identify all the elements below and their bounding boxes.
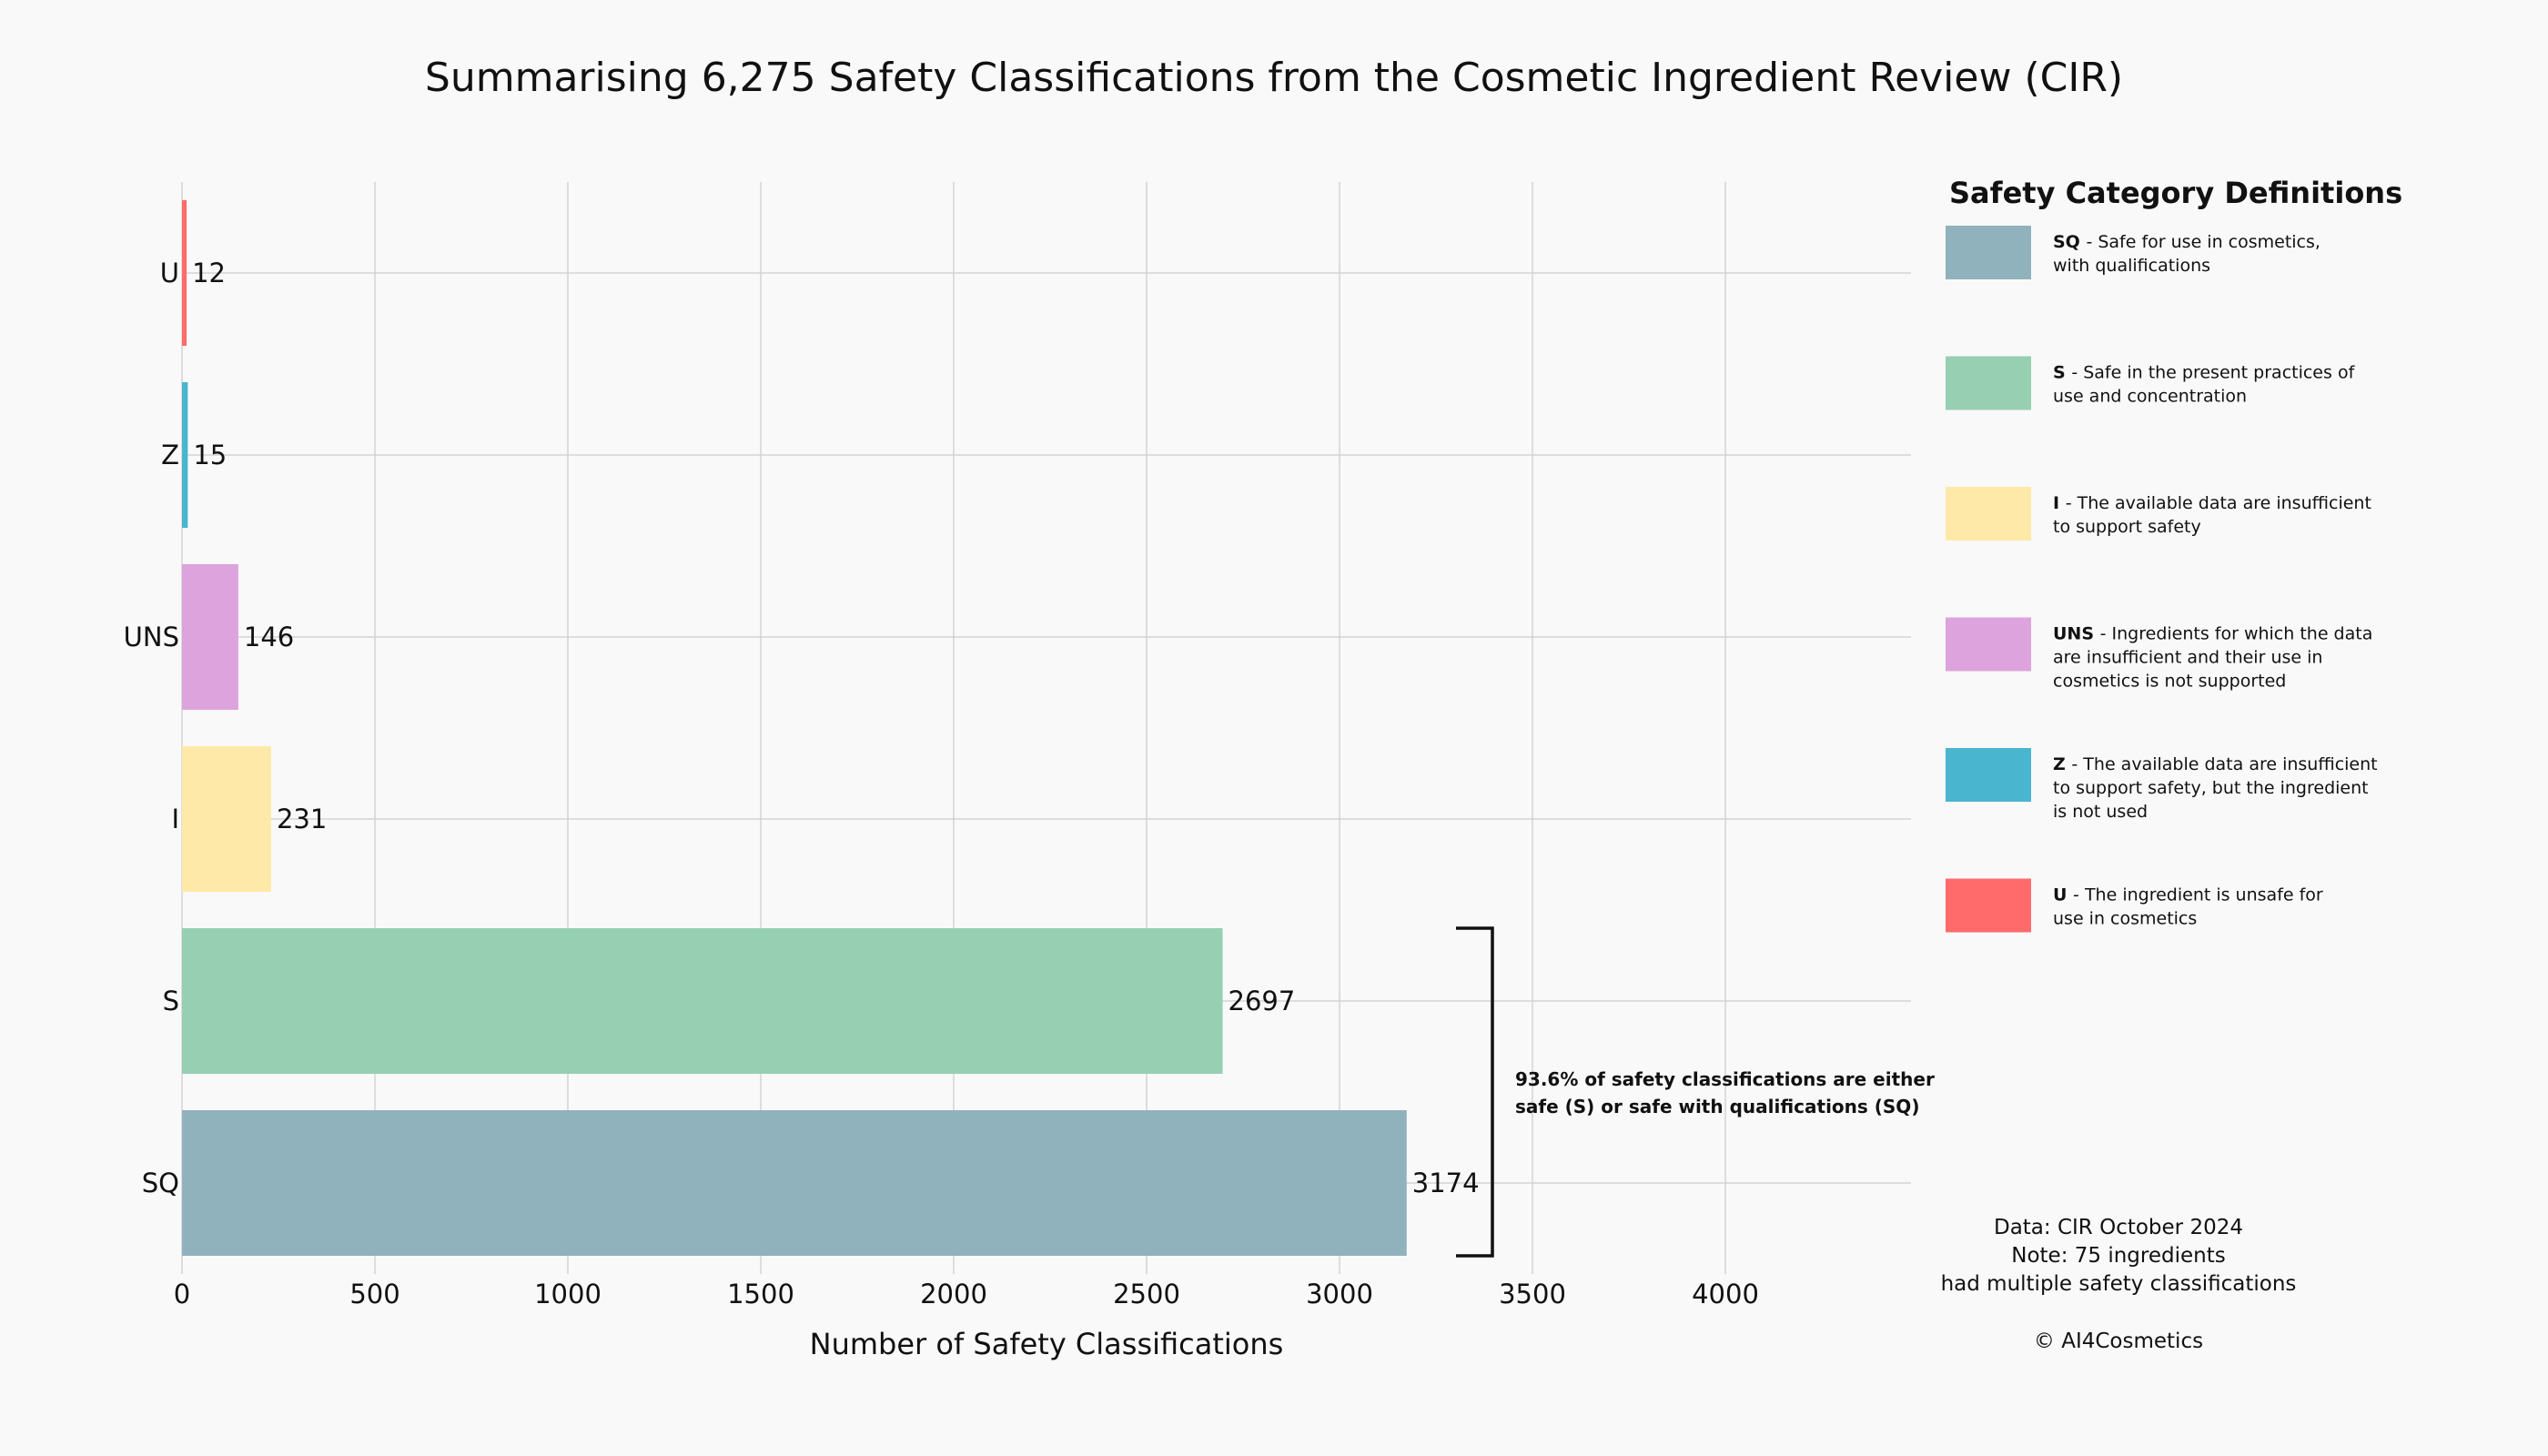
legend-text-uns: cosmetics is not supported bbox=[2053, 672, 2286, 692]
legend-description: - Ingredients for which the data bbox=[2100, 624, 2373, 644]
bar-s bbox=[182, 928, 1223, 1074]
legend-title: Safety Category Definitions bbox=[1949, 176, 2402, 210]
labels: 0 500 1000 1500 2000 2500 3000 3500 4000 SQ 3174 S 2… bbox=[124, 258, 1759, 1309]
legend-code: UNS bbox=[2053, 624, 2100, 644]
legend-text-u: use in cosmetics bbox=[2053, 909, 2197, 929]
y-tick-label-z: Z bbox=[161, 440, 179, 470]
copyright-text: © AI4Cosmetics bbox=[2034, 1330, 2203, 1353]
legend-text-z: is not used bbox=[2053, 802, 2148, 822]
legend-text-sq: with qualifications bbox=[2053, 256, 2210, 276]
legend: Safety Category Definitions SQ - Safe for… bbox=[1946, 176, 2402, 933]
value-label-z: 15 bbox=[193, 440, 227, 470]
legend-text-uns: UNS - Ingredients for which the data bbox=[2053, 624, 2372, 644]
legend-text-s: use and concentration bbox=[2053, 387, 2247, 407]
legend-description: - The available data are insufficient bbox=[2066, 493, 2371, 513]
footer-note: Note: 75 ingredients bbox=[2011, 1244, 2225, 1268]
legend-description: - The available data are insufficient bbox=[2071, 754, 2377, 774]
annotation-bracket bbox=[1456, 926, 1494, 1258]
y-tick-label-u: U bbox=[160, 258, 179, 288]
y-tick-label-s: S bbox=[163, 986, 179, 1016]
footer-note: Data: CIR October 2024 bbox=[1994, 1216, 2243, 1239]
footer-note: had multiple safety classifications bbox=[1941, 1272, 2297, 1296]
x-tick-label: 0 bbox=[174, 1279, 190, 1309]
value-label-i: 231 bbox=[277, 804, 327, 834]
legend-description: - Safe in the present practices of bbox=[2071, 363, 2355, 383]
legend-swatch-sq bbox=[1946, 226, 2031, 279]
x-tick-label: 1000 bbox=[534, 1279, 602, 1309]
x-tick-label: 3000 bbox=[1306, 1279, 1373, 1309]
bar-sq bbox=[182, 1110, 1407, 1256]
x-tick-label: 2500 bbox=[1113, 1279, 1180, 1309]
y-tick-label-i: I bbox=[171, 804, 179, 834]
x-tick-label: 500 bbox=[349, 1279, 399, 1309]
legend-text-s: S - Safe in the present practices of bbox=[2053, 363, 2356, 383]
legend-swatch-z bbox=[1946, 748, 2031, 802]
bars bbox=[182, 200, 1407, 1256]
bar-u bbox=[182, 200, 187, 346]
annotation-text: safe (S) or safe with qualifications (SQ… bbox=[1515, 1096, 1919, 1117]
x-tick-label: 3500 bbox=[1499, 1279, 1566, 1309]
legend-description: - Safe for use in cosmetics, bbox=[2086, 232, 2320, 252]
legend-swatch-s bbox=[1946, 356, 2031, 410]
legend-code: Z bbox=[2053, 754, 2071, 774]
legend-text-i: to support safety bbox=[2053, 517, 2201, 537]
legend-code: S bbox=[2053, 363, 2071, 383]
x-tick-label: 4000 bbox=[1692, 1279, 1759, 1309]
legend-swatch-i bbox=[1946, 487, 2031, 541]
y-tick-label-sq: SQ bbox=[142, 1168, 179, 1198]
value-label-s: 2697 bbox=[1228, 986, 1296, 1016]
legend-text-z: to support safety, but the ingredient bbox=[2053, 778, 2369, 798]
bar-z bbox=[182, 382, 188, 528]
legend-code: SQ bbox=[2053, 232, 2086, 252]
chart-title: Summarising 6,275 Safety Classifications… bbox=[425, 55, 2123, 101]
bar-i bbox=[182, 746, 271, 892]
legend-swatch-uns bbox=[1946, 617, 2031, 672]
bar-uns bbox=[182, 564, 238, 710]
x-axis-title: Number of Safety Classifications bbox=[810, 1327, 1284, 1361]
legend-text-i: I - The available data are insufficient bbox=[2053, 493, 2371, 513]
legend-code: U bbox=[2053, 885, 2073, 905]
value-label-uns: 146 bbox=[244, 622, 294, 652]
legend-text-z: Z - The available data are insufficient bbox=[2053, 754, 2378, 774]
annotation-text: 93.6% of safety classifications are eith… bbox=[1515, 1068, 1935, 1090]
annotation: 93.6% of safety classifications are eith… bbox=[1456, 926, 1935, 1258]
value-label-u: 12 bbox=[192, 258, 226, 288]
legend-text-sq: SQ - Safe for use in cosmetics, bbox=[2053, 232, 2320, 252]
legend-text-uns: are insufficient and their use in bbox=[2053, 648, 2322, 668]
legend-description: - The ingredient is unsafe for bbox=[2073, 885, 2323, 905]
x-tick-label: 1500 bbox=[727, 1279, 794, 1309]
legend-code: I bbox=[2053, 493, 2066, 513]
legend-text-u: U - The ingredient is unsafe for bbox=[2053, 885, 2323, 905]
x-tick-label: 2000 bbox=[920, 1279, 987, 1309]
legend-swatch-u bbox=[1946, 878, 2031, 933]
footer: Data: CIR October 2024 Note: 75 ingredien… bbox=[1941, 1216, 2297, 1353]
y-tick-label-uns: UNS bbox=[124, 622, 179, 652]
value-label-sq: 3174 bbox=[1412, 1168, 1480, 1198]
